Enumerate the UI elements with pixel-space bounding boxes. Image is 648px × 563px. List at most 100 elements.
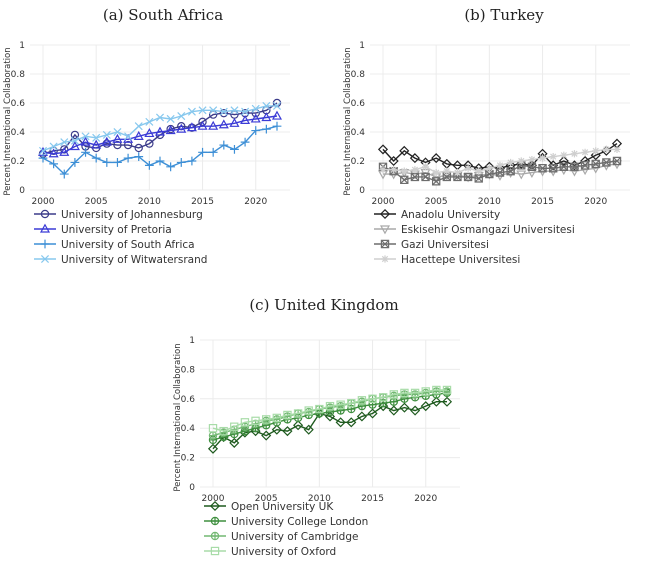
- data-point: [431, 177, 441, 186]
- data-point: [580, 166, 591, 176]
- x-tick-label: 2015: [191, 197, 214, 207]
- data-point: [315, 404, 324, 414]
- legend-item: University of Pretoria: [34, 223, 172, 236]
- legend-marker: [39, 223, 51, 233]
- data-point: [261, 112, 272, 122]
- data-point: [133, 130, 144, 140]
- y-tick-label: 0: [359, 186, 365, 196]
- legend-marker: [379, 225, 391, 235]
- legend-label: University of Pretoria: [61, 224, 172, 236]
- y-tick-label: 0.8: [11, 70, 26, 80]
- y-tick-label: 0.6: [351, 99, 366, 109]
- legend-label: Hacettepe Universitesi: [401, 254, 520, 266]
- x-tick-label: 2010: [308, 494, 331, 504]
- data-point: [528, 155, 536, 164]
- data-point: [304, 406, 313, 415]
- data-point: [81, 132, 90, 141]
- legend-item: University of Oxford: [204, 546, 336, 558]
- y-tick-label: 0: [189, 483, 195, 493]
- y-tick-label: 0.2: [181, 454, 195, 464]
- data-point: [474, 174, 483, 183]
- y-tick-label: 0.4: [351, 128, 366, 138]
- legend-label: Gazi Universitesi: [401, 239, 489, 251]
- data-point: [517, 157, 525, 165]
- data-point: [187, 107, 196, 116]
- data-point: [602, 158, 611, 167]
- data-point: [240, 418, 250, 427]
- data-point: [69, 141, 80, 151]
- data-point: [219, 426, 228, 436]
- data-point: [91, 153, 101, 163]
- x-tick-label: 2005: [255, 494, 278, 504]
- data-point: [526, 169, 537, 179]
- x-tick-label: 2020: [584, 197, 607, 207]
- legend-item: Open University UK: [204, 500, 334, 513]
- data-point: [155, 156, 165, 166]
- data-point: [251, 126, 261, 135]
- data-point: [420, 401, 431, 412]
- data-point: [400, 175, 409, 185]
- data-point: [368, 394, 377, 404]
- chart-panel-1: (a) South Africa 0 0.2 0.4 0.6 0.8 1 2000 2005 20…: [3, 6, 290, 266]
- legend-item: Hacettepe Universitesi: [374, 254, 520, 266]
- data-point: [283, 410, 292, 420]
- data-point: [219, 140, 229, 150]
- series-4: [208, 385, 452, 436]
- data-point: [230, 422, 239, 431]
- data-point: [123, 140, 133, 150]
- data-point: [48, 148, 59, 158]
- legend-label: Open University UK: [231, 501, 334, 513]
- data-point: [49, 142, 58, 151]
- y-tick-label: 1: [19, 41, 25, 51]
- data-point: [356, 411, 367, 422]
- data-point: [569, 167, 580, 177]
- data-point: [219, 108, 229, 118]
- data-point: [558, 155, 569, 167]
- data-point: [399, 402, 410, 413]
- y-tick-label: 0.2: [11, 157, 25, 167]
- data-point: [377, 144, 389, 155]
- series-1: [207, 396, 453, 454]
- data-point: [197, 120, 208, 130]
- y-tick-label: 0.8: [181, 365, 196, 375]
- data-point: [506, 166, 515, 176]
- data-point: [560, 151, 568, 159]
- data-point: [548, 164, 558, 173]
- data-point: [431, 396, 442, 407]
- data-point: [38, 153, 48, 163]
- data-point: [145, 117, 154, 126]
- data-point: [602, 145, 610, 153]
- data-point: [102, 158, 112, 167]
- data-point: [378, 393, 388, 402]
- legend-marker: [40, 254, 50, 264]
- legend-marker: [210, 516, 220, 526]
- data-point: [134, 143, 143, 153]
- data-point: [612, 156, 622, 166]
- data-point: [367, 408, 378, 419]
- chart-panel-2: (b) Turkey 0 0.2 0.4 0.6 0.8 1 2000 2005 2010 2015…: [343, 6, 630, 266]
- data-point: [516, 170, 527, 180]
- y-axis-label: Percent International Collaboration: [3, 47, 13, 195]
- data-point: [400, 388, 409, 398]
- x-tick-label: 2015: [361, 494, 384, 504]
- data-point: [580, 161, 590, 170]
- data-point: [432, 385, 441, 395]
- data-point: [272, 413, 282, 423]
- data-point: [453, 169, 462, 177]
- data-point: [325, 401, 335, 411]
- data-point: [209, 106, 218, 115]
- y-tick-label: 0.6: [181, 395, 196, 405]
- data-point: [165, 125, 176, 135]
- legend-marker: [209, 500, 221, 512]
- data-point: [91, 139, 102, 149]
- data-point: [262, 101, 271, 110]
- data-point: [176, 158, 186, 167]
- y-tick-label: 1: [189, 336, 195, 346]
- data-point: [441, 396, 453, 407]
- data-point: [240, 422, 250, 431]
- data-point: [272, 101, 282, 110]
- data-point: [113, 158, 122, 167]
- data-point: [485, 169, 494, 179]
- x-tick-label: 2000: [372, 197, 395, 207]
- data-point: [475, 167, 483, 175]
